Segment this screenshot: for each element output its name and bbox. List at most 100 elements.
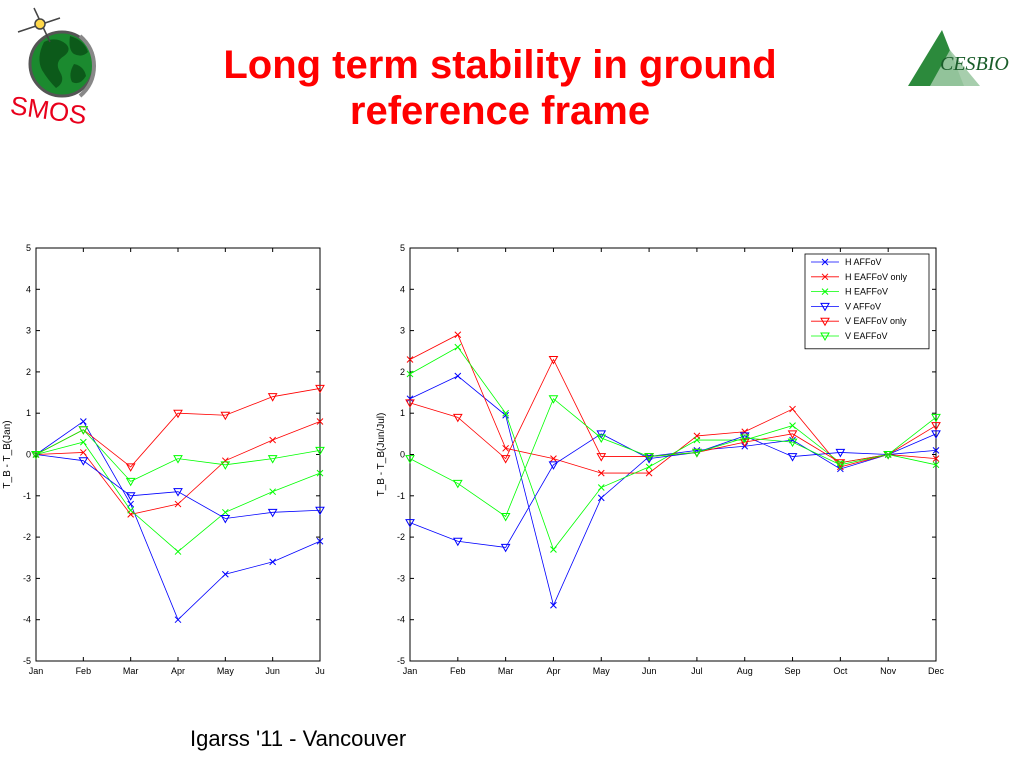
left-chart-data-point: [220, 411, 231, 421]
left-chart-plot-area: [35, 247, 321, 662]
right-chart-data-point: [787, 430, 798, 439]
right-chart-xtick-label: Mar: [498, 666, 514, 676]
right-chart-series-line: [409, 433, 937, 548]
right-chart-data-point: [502, 444, 509, 452]
right-chart-data-point: [596, 430, 607, 439]
right-chart-ytick-label: 5: [400, 243, 405, 253]
right-chart-data-point: [932, 455, 940, 462]
right-chart-xtick-label: Sep: [785, 666, 801, 676]
right-chart-data-point: [550, 546, 557, 553]
left-chart-data-point: [220, 461, 231, 470]
left-chart-data-point: [267, 455, 278, 464]
left-chart-xtick-label: Mar: [123, 666, 139, 676]
legend-marker: [820, 317, 830, 327]
left-chart-data-point: [174, 616, 182, 624]
right-chart-data-point: [741, 428, 749, 436]
left-chart-data-point: [267, 508, 278, 518]
right-chart-ytick-label: 1: [400, 408, 405, 418]
left-chart-data-point: [79, 449, 87, 456]
right-chart-data-point: [835, 448, 846, 458]
footer-text: Igarss '11 - Vancouver: [190, 726, 407, 751]
left-chart-data-point: [125, 463, 136, 472]
left-chart-data-point: [220, 515, 231, 524]
left-chart-data-point: [173, 488, 183, 497]
right-chart-data-point: [596, 434, 607, 443]
left-chart-ytick-label: 0: [26, 450, 31, 460]
left-chart-data-point: [269, 558, 277, 566]
triangle-icon: [908, 30, 980, 86]
left-chart-data-point: [173, 455, 183, 464]
legend-marker: [821, 258, 829, 266]
legend-label: V EAFFoV: [845, 331, 888, 341]
right-chart-data-point: [931, 422, 941, 431]
left-chart-data-point: [173, 409, 183, 419]
left-chart-xtick-label: Apr: [171, 666, 185, 676]
legend-marker: [820, 332, 830, 342]
right-chart-xtick-label: Jan: [403, 666, 418, 676]
right-chart-data-point: [644, 453, 654, 462]
legend-label: H EAFFoV only: [845, 272, 908, 282]
legend-item-v-eaffov-only: V EAFFoV only: [811, 316, 907, 327]
right-chart-data-point: [644, 455, 654, 464]
left-chart-data-point: [127, 506, 135, 514]
left-chart-data-point: [269, 436, 277, 444]
left-chart-data-point: [79, 418, 87, 425]
left-chart-xtick-label: Jan: [29, 666, 44, 676]
left-chart-ytick-label: 1: [26, 408, 31, 418]
right-chart-ytick-label: -3: [397, 573, 405, 583]
right-chart-data-point: [405, 519, 415, 528]
right-chart-data-point: [692, 448, 702, 458]
legend-label: H EAFFoV: [845, 287, 888, 297]
left-chart-data-point: [315, 506, 325, 516]
smos-logo: SMOS: [8, 7, 97, 130]
left-chart-ytick-label: -2: [23, 532, 31, 542]
right-chart-xtick-label: Apr: [546, 666, 560, 676]
right-chart-data-point: [405, 455, 415, 464]
right-chart-data-point: [932, 447, 940, 454]
legend-label: H AFFoV: [845, 257, 882, 267]
left-chart-data-point: [127, 500, 135, 508]
right-chart-data-point: [787, 453, 798, 462]
right-chart-data-point: [596, 453, 607, 462]
right-chart-data-point: [405, 399, 415, 408]
right-chart-xtick-label: Jul: [691, 666, 703, 676]
right-chart-xtick-label: Nov: [880, 666, 897, 676]
left-chart-data-point: [79, 438, 87, 446]
right-chart-data-point: [835, 461, 846, 470]
right-chart-xtick-label: Aug: [737, 666, 753, 676]
right-chart-ytick-label: 2: [400, 367, 405, 377]
left-chart-ytick-label: -1: [23, 491, 31, 501]
right-chart-data-point: [454, 331, 462, 339]
left-chart-ytick-label: -4: [23, 615, 31, 625]
slide-title: Long term stability in ground reference …: [223, 43, 777, 133]
right-chart-data-point: [645, 463, 653, 471]
right-chart-data-point: [452, 537, 463, 547]
left-chart-ytick-label: 4: [26, 284, 31, 294]
left-chart-data-point: [125, 477, 136, 487]
right-chart-data-point: [835, 459, 846, 468]
right-chart-ylabel: T_B - T_B(Jun/Jul): [376, 413, 387, 497]
right-chart-data-point: [597, 494, 605, 502]
right-chart-data-point: [597, 484, 605, 491]
right-chart-xtick-label: Jun: [642, 666, 657, 676]
right-chart-data-point: [931, 413, 941, 423]
right-chart-data-point: [548, 356, 559, 365]
left-chart-ytick-label: -3: [23, 573, 31, 583]
left-chart-data-point: [78, 457, 89, 466]
right-chart-data-point: [789, 405, 796, 413]
right-chart-ytick-label: -1: [397, 491, 405, 501]
left-chart-data-point: [315, 384, 325, 394]
left-chart-ytick-label: 3: [26, 326, 31, 336]
left-chart-data-point: [316, 469, 324, 477]
legend-item-h-affov: H AFFoV: [811, 257, 882, 267]
legend-item-v-eaffov: V EAFFoV: [811, 331, 888, 342]
left-chart-data-point: [174, 548, 182, 555]
right-chart-data-point: [739, 438, 750, 448]
legend-item-v-affov: V AFFoV: [811, 301, 881, 312]
right-chart-ytick-label: 4: [400, 284, 405, 294]
left-chart-series-line: [35, 429, 321, 482]
right-chart-series-v-eaffov: [405, 395, 941, 522]
legend-label: V EAFFoV only: [845, 316, 907, 326]
right-chart-data-point: [787, 438, 798, 448]
